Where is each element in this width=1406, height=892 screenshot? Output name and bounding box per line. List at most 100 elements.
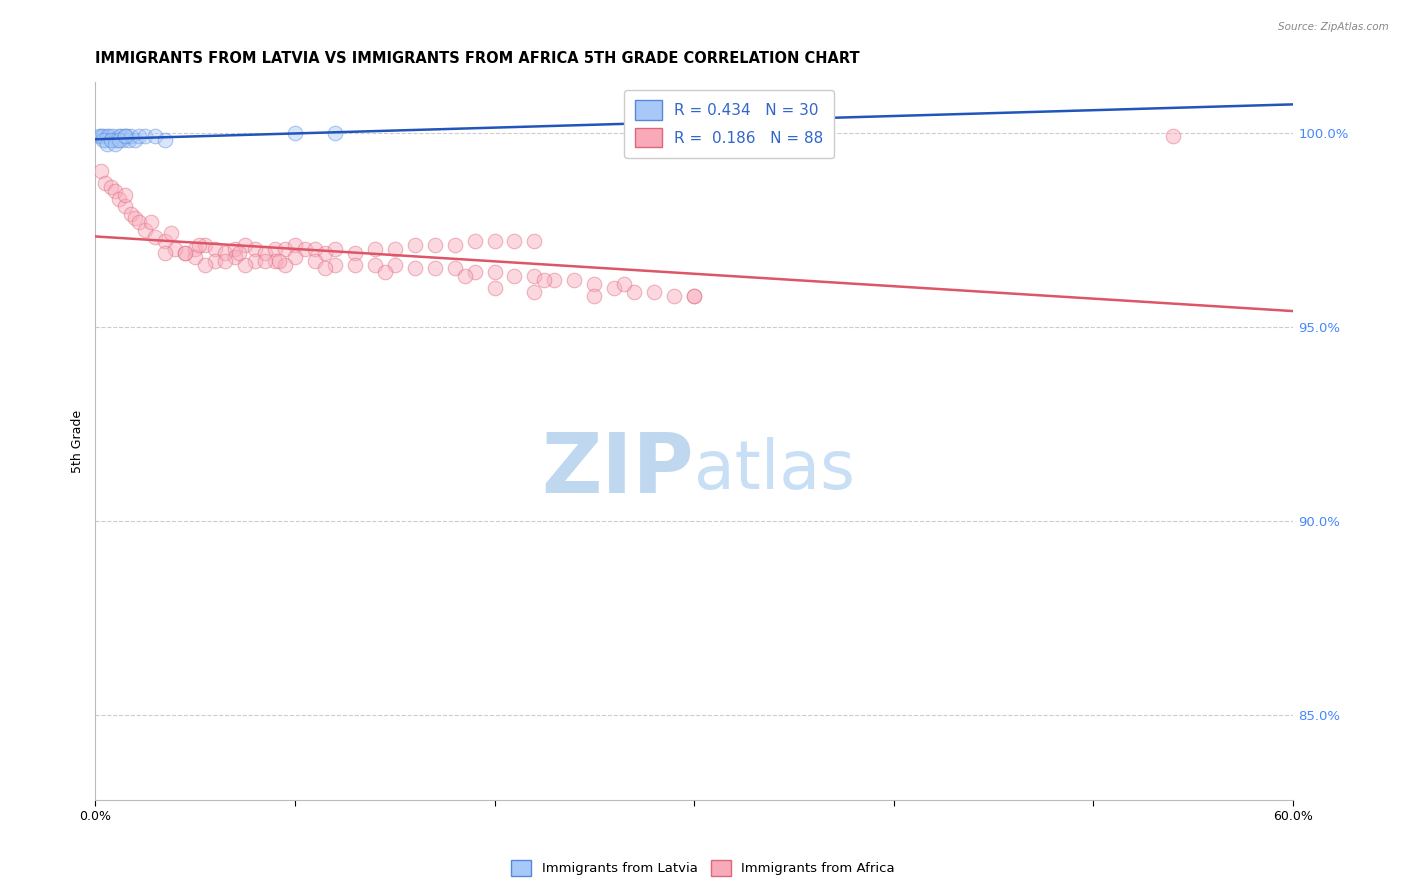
Point <box>453 269 475 284</box>
Point <box>104 184 127 198</box>
Point <box>100 180 122 194</box>
Point <box>443 238 465 252</box>
Point <box>188 238 211 252</box>
Point <box>105 133 128 147</box>
Point <box>194 258 217 272</box>
Point <box>224 242 246 256</box>
Point <box>294 242 316 256</box>
Point <box>314 245 336 260</box>
Point <box>128 129 150 144</box>
Point <box>103 129 125 144</box>
Point <box>214 253 236 268</box>
Point <box>108 192 131 206</box>
Point <box>117 129 139 144</box>
Point <box>114 187 136 202</box>
Point <box>503 269 526 284</box>
Point <box>323 242 346 256</box>
Point <box>243 242 266 256</box>
Point <box>464 234 486 248</box>
Point <box>404 261 426 276</box>
Point <box>264 253 287 268</box>
Point <box>264 242 287 256</box>
Point <box>155 133 177 147</box>
Point <box>114 199 136 213</box>
Point <box>124 133 146 147</box>
Point <box>165 242 187 256</box>
Point <box>120 129 142 144</box>
Point <box>423 261 446 276</box>
Point <box>228 245 250 260</box>
Point <box>90 129 112 144</box>
Point <box>233 258 256 272</box>
Point <box>89 129 111 144</box>
Point <box>314 261 336 276</box>
Point <box>683 288 706 302</box>
Point <box>94 176 117 190</box>
Point <box>90 164 112 178</box>
Point <box>96 129 118 144</box>
Point <box>404 238 426 252</box>
Point <box>384 242 406 256</box>
Point <box>484 265 506 279</box>
Point <box>643 285 665 299</box>
Point <box>124 211 146 225</box>
Point <box>112 133 135 147</box>
Point <box>1161 129 1184 144</box>
Point <box>233 238 256 252</box>
Point <box>523 269 546 284</box>
Point <box>543 273 565 287</box>
Point <box>214 245 236 260</box>
Point <box>484 234 506 248</box>
Y-axis label: 5th Grade: 5th Grade <box>72 409 84 473</box>
Point <box>184 242 207 256</box>
Point <box>374 265 396 279</box>
Point <box>662 288 685 302</box>
Point <box>583 277 606 291</box>
Point <box>274 242 297 256</box>
Point <box>284 126 307 140</box>
Point <box>583 288 606 302</box>
Point <box>564 273 586 287</box>
Point <box>100 133 122 147</box>
Point <box>533 273 555 287</box>
Point <box>143 230 166 244</box>
Point <box>443 261 465 276</box>
Point <box>160 227 183 241</box>
Text: IMMIGRANTS FROM LATVIA VS IMMIGRANTS FROM AFRICA 5TH GRADE CORRELATION CHART: IMMIGRANTS FROM LATVIA VS IMMIGRANTS FRO… <box>96 51 860 66</box>
Point <box>323 126 346 140</box>
Point <box>523 285 546 299</box>
Point <box>204 242 226 256</box>
Point <box>464 265 486 279</box>
Point <box>304 242 326 256</box>
Point <box>243 253 266 268</box>
Point <box>343 258 366 272</box>
Point <box>91 133 114 147</box>
Point <box>364 258 387 272</box>
Point <box>253 253 276 268</box>
Point <box>484 281 506 295</box>
Point <box>100 133 122 147</box>
Point <box>143 129 166 144</box>
Point <box>128 215 150 229</box>
Point <box>141 215 163 229</box>
Point <box>343 245 366 260</box>
Point <box>134 222 156 236</box>
Point <box>274 258 297 272</box>
Point <box>94 133 117 147</box>
Point <box>98 129 121 144</box>
Point <box>91 129 114 144</box>
Point <box>323 258 346 272</box>
Point <box>108 133 131 147</box>
Point <box>114 129 136 144</box>
Point <box>118 133 141 147</box>
Point <box>224 250 246 264</box>
Point <box>384 258 406 272</box>
Text: ZIP: ZIP <box>541 429 695 510</box>
Point <box>120 207 142 221</box>
Point <box>204 253 226 268</box>
Point <box>267 253 290 268</box>
Point <box>304 253 326 268</box>
Point <box>683 288 706 302</box>
Point <box>155 234 177 248</box>
Point <box>114 129 136 144</box>
